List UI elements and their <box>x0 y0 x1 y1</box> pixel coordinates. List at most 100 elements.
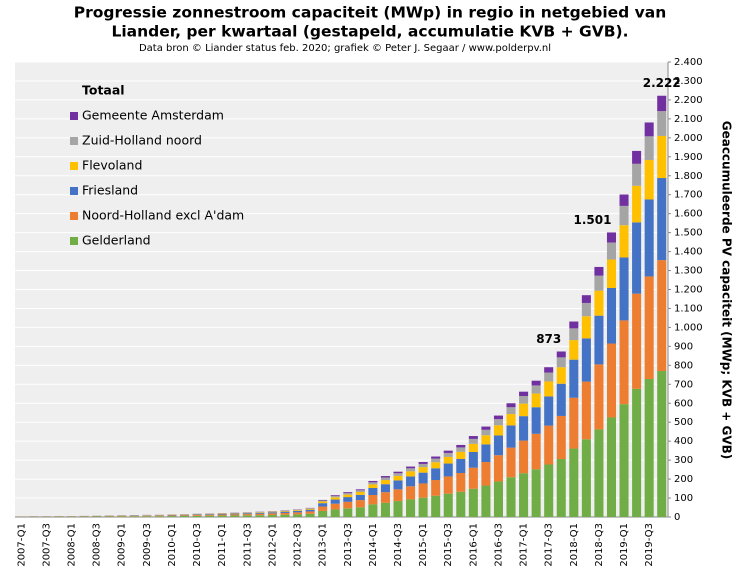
bar-segment <box>644 199 654 277</box>
y-tick-label: 1.500 <box>674 228 703 239</box>
bar-segment <box>318 506 328 511</box>
bar-segment <box>406 466 416 469</box>
bar-segment <box>644 160 654 200</box>
y-tick-label: 900 <box>674 341 693 352</box>
bar-segment <box>255 515 265 517</box>
bar-segment <box>657 371 667 517</box>
legend-label: Flevoland <box>82 158 142 173</box>
bar-segment <box>255 513 265 516</box>
bar-segment <box>519 416 529 441</box>
x-tick-label: 2015-Q3 <box>443 523 454 567</box>
bar-segment <box>230 513 240 515</box>
bar-segment <box>493 481 503 517</box>
x-tick-label: 2008-Q1 <box>67 523 78 567</box>
legend-swatch <box>70 112 78 120</box>
bar-segment <box>104 516 114 517</box>
bar-segment <box>380 477 390 481</box>
bar-segment <box>581 302 591 317</box>
legend-swatch <box>70 137 78 145</box>
bar-segment <box>230 515 240 517</box>
bar-segment <box>217 514 227 516</box>
bar-segment <box>117 516 127 517</box>
bar-segment <box>305 508 315 509</box>
bar-segment <box>355 507 365 517</box>
legend-swatch <box>70 162 78 170</box>
bar-segment <box>493 435 503 456</box>
bar-segment <box>230 514 240 516</box>
bar-segment <box>255 512 265 513</box>
bar-segment <box>468 436 478 439</box>
bar-segment <box>343 497 353 502</box>
bar-segment <box>456 451 466 459</box>
bar-segment <box>431 462 441 469</box>
bar-segment <box>569 359 579 398</box>
bar-segment <box>393 475 403 481</box>
bar-segment <box>205 514 215 516</box>
bar-segment <box>556 367 566 384</box>
bar-segment <box>192 514 202 516</box>
y-tick-label: 700 <box>674 379 693 390</box>
bar-segment <box>343 508 353 517</box>
bar-segment <box>267 512 277 514</box>
bar-segment <box>519 396 529 404</box>
x-tick-label: 2016-Q3 <box>493 523 504 567</box>
bar-segment <box>330 503 340 510</box>
bar-segment <box>644 122 654 137</box>
bar-segment <box>569 340 579 360</box>
bar-segment <box>506 447 516 478</box>
bar-segment <box>544 367 554 373</box>
bar-segment <box>305 513 315 517</box>
bar-segment <box>443 456 453 464</box>
x-tick-label: 2012-Q3 <box>293 523 304 567</box>
bar-segment <box>192 515 202 517</box>
annotation: 1.501 <box>574 213 612 227</box>
legend-label: Zuid-Holland noord <box>82 133 202 148</box>
bar-segment <box>456 447 466 452</box>
y-tick-label: 1.800 <box>674 171 703 182</box>
y-tick-label: 1.600 <box>674 209 703 220</box>
bar-segment <box>380 476 390 478</box>
bar-segment <box>280 510 290 512</box>
bar-segment <box>606 417 617 517</box>
bar-segment <box>481 485 491 517</box>
bar-segment <box>481 429 491 436</box>
y-tick-label: 300 <box>674 455 693 466</box>
y-tick-label: 1.400 <box>674 247 703 258</box>
bar-segment <box>544 381 554 397</box>
bar-segment <box>443 450 453 453</box>
bar-segment <box>343 494 353 498</box>
bar-segment <box>644 136 654 161</box>
bar-segment <box>142 515 152 517</box>
y-tick-label: 1.900 <box>674 152 703 163</box>
x-tick-label: 2019-Q3 <box>644 523 655 567</box>
bar-segment <box>519 440 529 474</box>
bar-segment <box>368 480 378 483</box>
bar-segment <box>468 488 478 517</box>
x-tick-label: 2010-Q3 <box>192 523 203 567</box>
y-tick-label: 1.700 <box>674 190 703 201</box>
bar-segment <box>569 328 579 341</box>
bar-segment <box>594 290 604 316</box>
bar-segment <box>330 495 340 496</box>
bar-segment <box>594 315 604 365</box>
y-tick-label: 1.200 <box>674 285 703 296</box>
bar-segment <box>493 455 503 482</box>
bar-segment <box>443 476 453 494</box>
bar-segment <box>368 482 378 485</box>
x-tick-label: 2008-Q3 <box>92 523 103 567</box>
bar-segment <box>330 495 340 498</box>
chart-title: Progressie zonnestroom capaciteit (MWp) … <box>74 4 667 22</box>
bar-segment <box>468 451 478 468</box>
bar-segment <box>531 385 541 394</box>
bar-segment <box>355 490 365 492</box>
bar-segment <box>393 480 403 490</box>
bar-segment <box>154 516 164 517</box>
y-tick-label: 600 <box>674 398 693 409</box>
bar-segment <box>393 471 403 474</box>
bar-segment <box>556 351 566 358</box>
bar-segment <box>217 515 227 517</box>
x-tick-label: 2013-Q3 <box>343 523 354 567</box>
bar-segment <box>280 511 290 513</box>
bar-segment <box>619 404 629 517</box>
x-tick-label: 2016-Q1 <box>468 523 479 567</box>
